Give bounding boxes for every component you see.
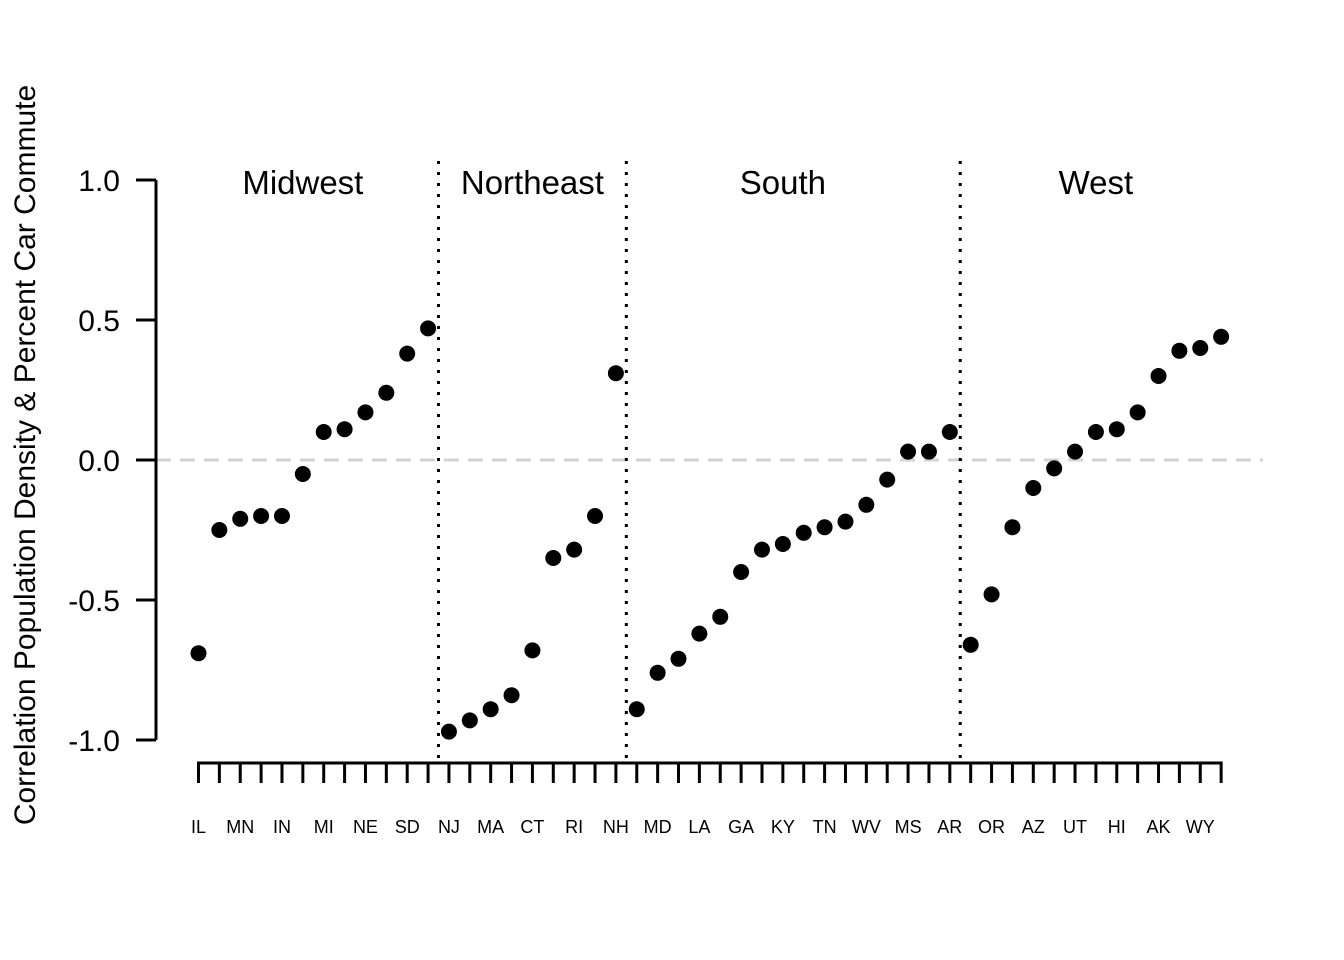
x-axis-tick-label: AR: [937, 817, 962, 837]
region-title: South: [740, 164, 826, 201]
data-point: [941, 424, 958, 440]
data-point: [628, 701, 645, 718]
data-point: [983, 586, 1000, 603]
data-point: [336, 421, 353, 438]
data-point: [670, 650, 687, 667]
data-point: [691, 625, 708, 642]
x-axis-tick-label: CT: [520, 817, 544, 837]
y-axis-tick-label: -1.0: [68, 725, 120, 758]
data-point: [1150, 368, 1167, 384]
x-axis-tick-label: WY: [1186, 817, 1215, 837]
region-title: West: [1059, 164, 1134, 201]
x-axis-tick-label: LA: [688, 817, 710, 837]
x-axis-tick-label: OR: [978, 817, 1005, 837]
data-point: [858, 496, 875, 513]
data-point: [733, 564, 750, 580]
y-axis-title: Correlation Population Density & Percent…: [9, 85, 42, 825]
data-point: [962, 636, 979, 653]
region-northeast: NJ MA CT RI NH Northeast: [438, 164, 629, 837]
x-axis-tick-label: IL: [191, 817, 206, 837]
x-axis-tick-label: SD: [395, 817, 420, 837]
x-axis-tick-label: MS: [895, 817, 922, 837]
data-point: [712, 608, 729, 625]
data-point: [545, 550, 562, 566]
x-axis-tick-label: NE: [353, 817, 378, 837]
data-point: [837, 513, 854, 530]
data-point: [461, 712, 478, 729]
data-point: [1025, 480, 1042, 496]
x-axis-tick-label: HI: [1108, 817, 1126, 837]
x-axis-tick-label: GA: [728, 817, 754, 837]
region-title: Northeast: [461, 164, 604, 201]
data-point: [816, 519, 833, 536]
x-axis-tick-label: AZ: [1022, 817, 1045, 837]
x-axis-tick-label: MA: [477, 817, 504, 837]
data-point: [1213, 328, 1230, 345]
x-axis-tick-label: IN: [273, 817, 291, 837]
x-axis-tick-label: NH: [603, 817, 629, 837]
region-midwest: IL MN IN MI NE SD Midwest: [190, 164, 437, 837]
data-point: [420, 320, 437, 337]
data-point: [1171, 342, 1188, 359]
data-point: [503, 687, 520, 704]
data-point: [524, 642, 541, 659]
x-axis-tick-label: WV: [852, 817, 881, 837]
data-point: [1004, 519, 1021, 536]
x-axis-tick-label: MN: [226, 817, 254, 837]
data-point: [440, 723, 457, 740]
y-axis-tick-label: 0.0: [78, 445, 120, 478]
data-point: [649, 664, 666, 681]
data-point: [1129, 404, 1146, 421]
x-axis-tick-label: MI: [314, 817, 334, 837]
region-south: MD LA GA KY TN WV MS AR South: [628, 164, 962, 837]
data-point: [566, 541, 583, 558]
data-point: [294, 466, 311, 482]
y-axis-tick-label: 1.0: [78, 165, 120, 198]
data-point: [607, 365, 624, 382]
x-axis-tick-label: NJ: [438, 817, 460, 837]
data-point: [253, 508, 270, 524]
data-point: [900, 443, 917, 460]
region-west: OR AZ UT HI AK WY West: [962, 164, 1230, 837]
data-point: [273, 508, 290, 524]
x-axis-tick-label: AK: [1147, 817, 1171, 837]
data-point: [211, 522, 228, 538]
data-point: [1046, 460, 1063, 477]
data-point: [315, 424, 332, 440]
x-axis-tick-label: MD: [644, 817, 672, 837]
data-point: [795, 524, 812, 541]
y-axis-tick-label: 0.5: [78, 305, 120, 338]
data-point: [587, 508, 604, 524]
x-axis-tick-label: TN: [813, 817, 837, 837]
data-point: [753, 541, 770, 558]
data-point: [357, 404, 374, 421]
data-point: [482, 701, 499, 718]
data-point: [190, 645, 207, 662]
data-point: [920, 443, 937, 460]
data-point: [879, 471, 896, 488]
data-point: [399, 345, 416, 362]
data-point: [232, 510, 249, 527]
data-point: [1108, 421, 1125, 438]
data-point: [1087, 424, 1104, 440]
x-axis-tick-label: KY: [771, 817, 795, 837]
data-point: [1067, 443, 1084, 460]
y-axis-tick-label: -0.5: [68, 585, 120, 618]
x-axis-tick-label: UT: [1063, 817, 1087, 837]
data-point: [774, 536, 791, 552]
data-point: [1192, 340, 1209, 356]
region-title: Midwest: [242, 164, 363, 201]
x-axis-tick-label: RI: [565, 817, 583, 837]
data-point: [378, 384, 395, 401]
